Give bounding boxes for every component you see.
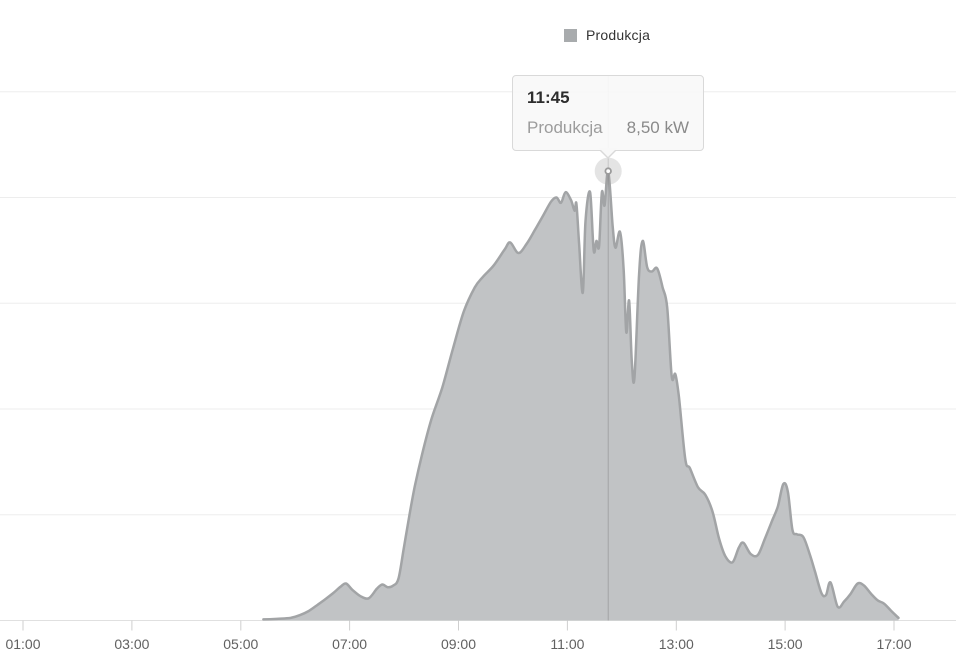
- tooltip-value: 8,50 kW: [626, 118, 689, 137]
- x-tick-label: 17:00: [876, 636, 911, 652]
- tooltip-arrow-icon: [599, 148, 617, 157]
- legend-label: Produkcja: [586, 27, 651, 43]
- marker-dot[interactable]: [604, 167, 612, 175]
- tooltip-series-label: Produkcja: [527, 118, 603, 137]
- area-fill: [263, 170, 899, 621]
- tooltip-time: 11:45: [527, 88, 570, 107]
- x-tick-label: 03:00: [114, 636, 149, 652]
- legend-item-produkcja[interactable]: Produkcja: [564, 27, 650, 43]
- area-outline: [262, 169, 900, 621]
- legend-swatch-icon: [564, 28, 577, 42]
- x-tick-label: 11:00: [550, 636, 584, 652]
- chart-tooltip: 11:45 Produkcja 8,50 kW: [512, 75, 704, 159]
- x-tick-label: 09:00: [441, 636, 476, 652]
- x-tick-label: 07:00: [332, 636, 367, 652]
- x-tick-label: 05:00: [223, 636, 258, 652]
- x-tick-label: 13:00: [659, 636, 694, 652]
- x-tick-label: 01:00: [5, 636, 40, 652]
- x-tick-label: 15:00: [768, 636, 803, 652]
